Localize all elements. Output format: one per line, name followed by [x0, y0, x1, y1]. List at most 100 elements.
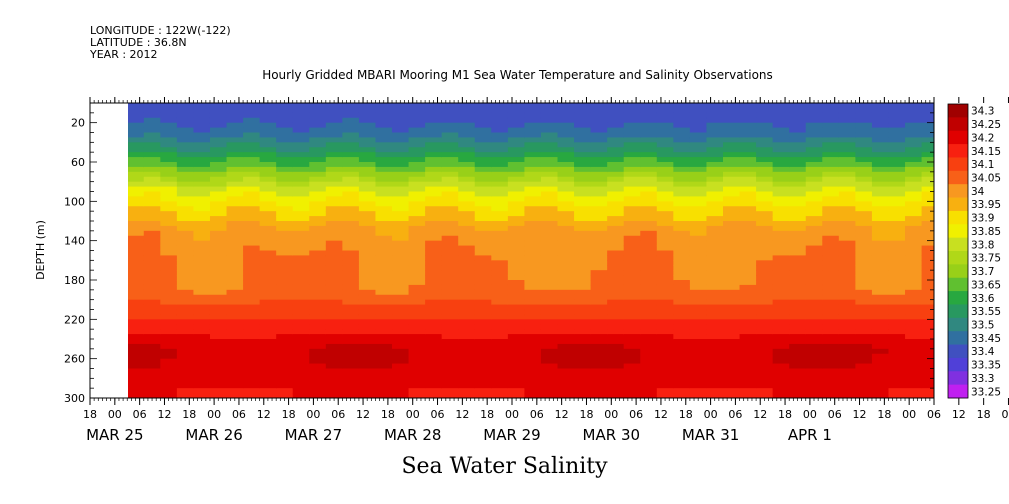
heatmap-cell	[789, 157, 807, 163]
heatmap-cell	[689, 265, 708, 271]
heatmap-cell	[656, 157, 674, 163]
heatmap-cell	[607, 191, 625, 198]
heatmap-cell	[276, 265, 294, 271]
heatmap-cell	[143, 383, 161, 389]
heatmap-cell	[723, 393, 741, 398]
heatmap-cell	[209, 348, 228, 355]
heatmap-cell	[574, 309, 592, 316]
heatmap-cell	[640, 334, 658, 340]
heatmap-cell	[557, 348, 575, 355]
heatmap-cell	[491, 294, 509, 301]
heatmap-cell	[143, 294, 161, 301]
heatmap-cell	[623, 225, 641, 232]
heatmap-cell	[160, 107, 178, 114]
heatmap-cell	[176, 339, 195, 345]
heatmap-cell	[160, 245, 178, 252]
heatmap-cell	[474, 103, 492, 109]
heatmap-cell	[640, 280, 658, 286]
heatmap-cell	[292, 275, 310, 281]
heatmap-cell	[325, 171, 343, 178]
heatmap-cell	[342, 289, 360, 296]
heatmap-cell	[524, 176, 542, 183]
heatmap-cell	[209, 255, 228, 261]
heatmap-cell	[540, 132, 559, 139]
heatmap-cell	[143, 171, 161, 178]
heatmap-cell	[524, 343, 542, 350]
latitude-label: LATITUDE : 36.8N	[90, 36, 187, 49]
x-day-label: MAR 26	[185, 426, 242, 444]
heatmap-cell	[458, 280, 476, 286]
heatmap-cell	[458, 373, 476, 379]
heatmap-cell	[193, 304, 211, 311]
heatmap-cell	[276, 304, 294, 311]
heatmap-cell	[756, 221, 774, 227]
chart-title-text: Hourly Gridded MBARI Mooring M1 Sea Wate…	[262, 68, 773, 82]
heatmap-cell	[656, 388, 674, 394]
heatmap-cell	[226, 348, 244, 355]
heatmap-cell	[623, 245, 641, 252]
heatmap-cell	[739, 309, 757, 316]
heatmap-cell	[193, 250, 211, 257]
heatmap-cell	[342, 201, 360, 207]
heatmap-cell	[226, 309, 244, 316]
heatmap-cell	[905, 289, 923, 296]
heatmap-cell	[226, 211, 244, 217]
heatmap-cell	[640, 112, 658, 119]
heatmap-cell	[590, 176, 608, 183]
heatmap-cell	[888, 157, 906, 163]
heatmap-cell	[921, 368, 934, 375]
heatmap-cell	[160, 196, 178, 202]
heatmap-cell	[309, 270, 327, 276]
heatmap-cell	[524, 147, 542, 153]
heatmap-cell	[342, 324, 360, 330]
heatmap-cell	[259, 147, 277, 153]
heatmap-cell	[623, 260, 641, 266]
heatmap-cell	[540, 324, 559, 330]
heatmap-cell	[656, 127, 674, 134]
heatmap-cell	[325, 235, 343, 242]
heatmap-cell	[921, 186, 934, 193]
heatmap-cell	[673, 319, 691, 325]
heatmap-cell	[723, 280, 741, 286]
heatmap-cell	[805, 388, 823, 394]
heatmap-cell	[656, 329, 674, 335]
heatmap-cell	[640, 284, 658, 291]
heatmap-cell	[226, 334, 244, 340]
heatmap-cell	[292, 348, 310, 355]
heatmap-cell	[358, 152, 377, 158]
heatmap-cell	[309, 206, 327, 212]
heatmap-cell	[905, 343, 923, 350]
heatmap-cell	[574, 157, 592, 163]
heatmap-cell	[855, 147, 873, 153]
heatmap-cell	[325, 284, 343, 291]
heatmap-cell	[921, 117, 934, 124]
heatmap-cell	[723, 309, 741, 316]
heatmap-cell	[706, 255, 724, 261]
heatmap-cell	[358, 304, 377, 311]
heatmap-cell	[871, 255, 890, 261]
heatmap-cell	[193, 294, 211, 301]
heatmap-cell	[623, 152, 641, 158]
heatmap-cell	[772, 363, 790, 370]
heatmap-cell	[524, 137, 542, 143]
heatmap-cell	[871, 270, 890, 276]
heatmap-cell	[540, 122, 559, 129]
heatmap-cell	[640, 314, 658, 320]
heatmap-cell	[325, 319, 343, 325]
heatmap-cell	[392, 319, 410, 325]
heatmap-cell	[193, 280, 211, 286]
heatmap-cell	[375, 142, 393, 148]
heatmap-cell	[392, 255, 410, 261]
heatmap-cell	[507, 206, 526, 212]
heatmap-cell	[838, 368, 856, 375]
legend-level-label: 33.65	[971, 279, 1001, 291]
heatmap-cell	[507, 275, 526, 281]
heatmap-cell	[474, 329, 492, 335]
heatmap-cell	[557, 388, 575, 394]
heatmap-cell	[805, 329, 823, 335]
heatmap-cell	[739, 152, 757, 158]
heatmap-cell	[590, 103, 608, 109]
heatmap-cell	[805, 162, 823, 168]
heatmap-cell	[243, 157, 261, 163]
heatmap-cell	[392, 284, 410, 291]
